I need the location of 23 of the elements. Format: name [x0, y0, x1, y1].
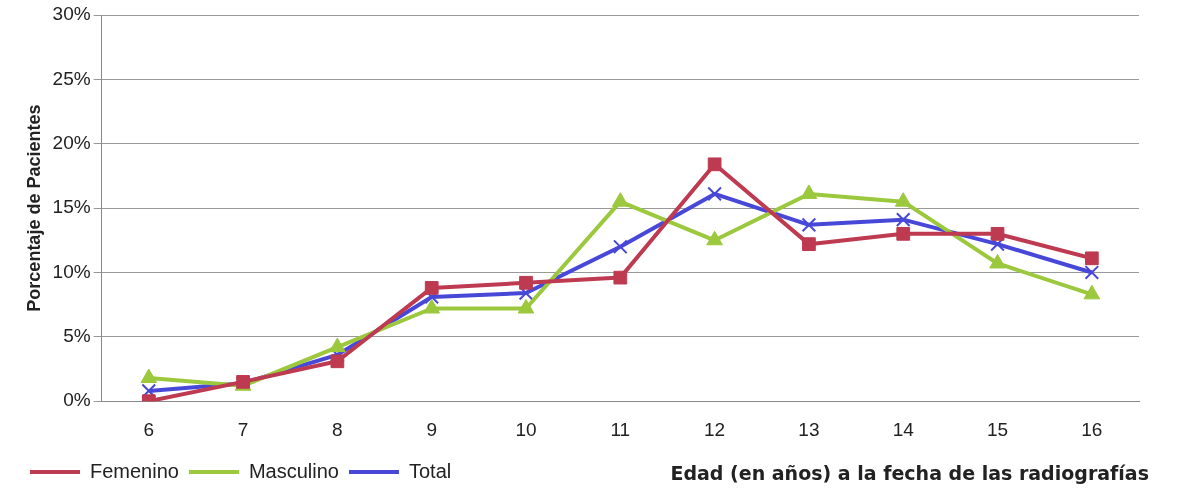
x-tick-label: 13 [798, 418, 820, 440]
y-axis-title: Porcentaje de Pacientes [23, 104, 44, 312]
x-tick-label: 10 [515, 418, 537, 440]
y-tick-label: 25% [52, 67, 91, 89]
y-tick-label: 15% [52, 196, 91, 218]
x-tick-label: 7 [237, 418, 249, 440]
legend-label: Total [408, 459, 452, 482]
x-tick-label: 15 [986, 418, 1009, 440]
x-tick-label: 14 [892, 418, 915, 440]
y-tick-label: 30% [52, 3, 91, 25]
x-tick-label: 11 [610, 418, 631, 440]
x-tick-label: 9 [426, 418, 437, 440]
x-tick-label: 16 [1081, 418, 1103, 440]
x-tick-label: 8 [332, 418, 343, 440]
x-tick-label: 12 [704, 418, 726, 440]
y-tick-label: 5% [63, 325, 91, 347]
x-tick-label: 6 [143, 418, 155, 440]
legend-label: Femenino [90, 459, 179, 482]
y-tick-label: 20% [52, 131, 91, 153]
legend-label: Masculino [248, 459, 339, 482]
x-axis-title: Edad (en años) a la fecha de las radiografías [670, 462, 1149, 484]
y-tick-label: 0% [63, 389, 91, 411]
y-tick-label: 10% [52, 260, 91, 282]
